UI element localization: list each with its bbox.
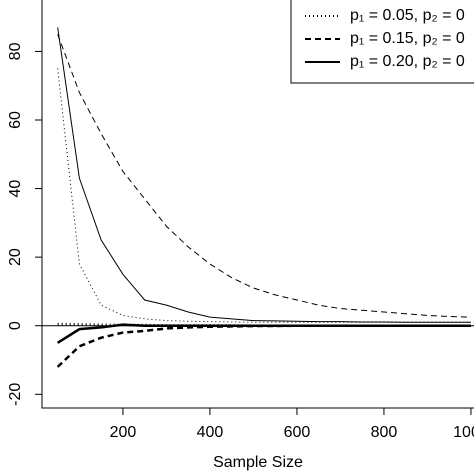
- y-tick-label: 60: [7, 111, 24, 129]
- series-line: [56, 323, 471, 344]
- y-tick-label: 80: [7, 42, 24, 60]
- x-tick-label: 600: [284, 424, 311, 441]
- series-line: [57, 27, 471, 323]
- y-tick-label: 0: [7, 321, 24, 330]
- series-line: [56, 324, 471, 368]
- x-axis-label: Sample Size: [213, 454, 303, 471]
- x-tick-label: 800: [371, 424, 398, 441]
- legend: p₁ = 0.05, p₂ = 0 p₁ = 0.15, p₂ = 0 p₁ = 0…: [290, 0, 474, 84]
- legend-label: p₁ = 0.05, p₂ = 0: [350, 7, 465, 24]
- x-tick-label: 200: [110, 424, 137, 441]
- y-tick-label: 40: [7, 180, 24, 198]
- legend-box: [290, 0, 474, 84]
- y-tick-label: -20: [7, 383, 24, 406]
- x-tick-label: 1000: [453, 424, 474, 441]
- x-tick-label: 400: [197, 424, 224, 441]
- plot-frame: [41, 0, 474, 409]
- series-line: [57, 34, 471, 318]
- series-line: [57, 68, 471, 323]
- plot-area: [42, 27, 474, 368]
- y-tick-label: 20: [7, 248, 24, 266]
- legend-label: p₁ = 0.15, p₂ = 0: [350, 30, 465, 47]
- legend-label: p₁ = 0.20, p₂ = 0: [350, 53, 465, 70]
